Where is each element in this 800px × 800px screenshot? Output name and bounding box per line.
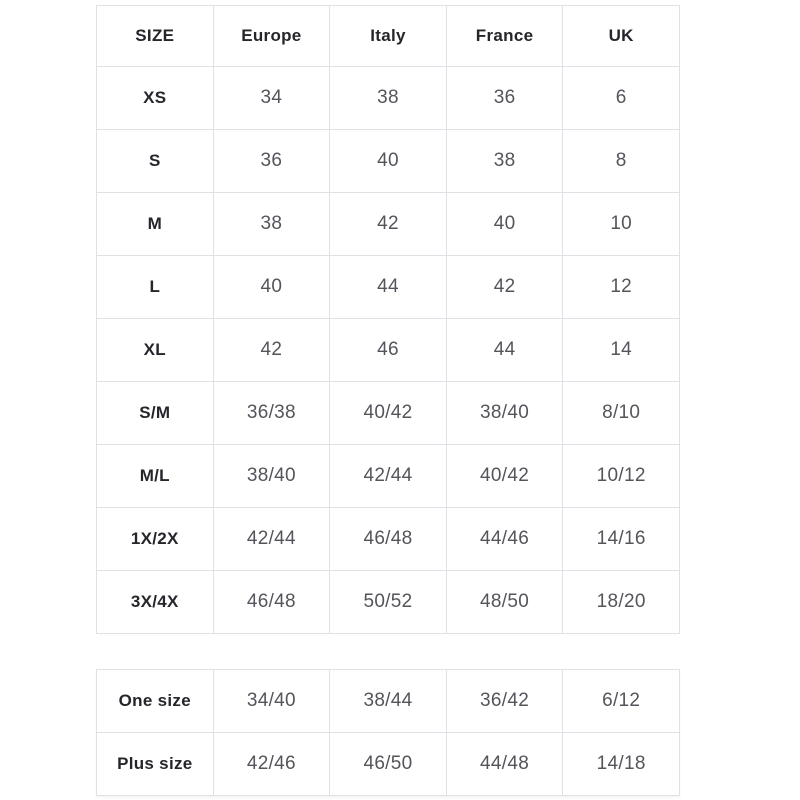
table-row: S 36 40 38 8 <box>96 129 680 193</box>
size-value-cell: 38/40 <box>212 444 331 508</box>
size-value-cell: 46/50 <box>329 732 447 796</box>
size-value-cell: 42 <box>329 192 447 256</box>
size-label-cell: M <box>96 192 214 256</box>
size-label-cell: 1X/2X <box>96 507 214 571</box>
size-value-cell: 46/48 <box>212 570 331 634</box>
column-header-size: SIZE <box>96 5 214 67</box>
size-label-cell: 3X/4X <box>96 570 214 634</box>
column-header-uk: UK <box>562 5 680 67</box>
size-value-cell: 38 <box>445 129 564 193</box>
table-row: M/L 38/40 42/44 40/42 10/12 <box>96 444 680 508</box>
size-value-cell: 36 <box>212 129 331 193</box>
size-chart-body: XS 34 38 36 6 S 36 40 38 8 M 38 42 40 10 L 40 44 42 12 XL 42 4… <box>96 66 680 634</box>
size-label-cell: S <box>96 129 214 193</box>
size-label-cell: XL <box>96 318 214 382</box>
size-chart-header: SIZE Europe Italy France UK <box>96 5 680 67</box>
size-label-cell: M/L <box>96 444 214 508</box>
size-value-cell: 36/38 <box>212 381 331 445</box>
size-value-cell: 42/44 <box>212 507 331 571</box>
table-row: Plus size 42/46 46/50 44/48 14/18 <box>96 732 680 796</box>
table-row: 3X/4X 46/48 50/52 48/50 18/20 <box>96 570 680 634</box>
table-row: M 38 42 40 10 <box>96 192 680 256</box>
size-value-cell: 10/12 <box>562 444 680 508</box>
size-value-cell: 44/46 <box>445 507 564 571</box>
size-value-cell: 40 <box>212 255 331 319</box>
size-value-cell: 42 <box>212 318 331 382</box>
column-header-france: France <box>445 5 564 67</box>
size-value-cell: 38 <box>329 66 447 130</box>
column-header-italy: Italy <box>329 5 447 67</box>
size-value-cell: 46/48 <box>329 507 447 571</box>
table-row: S/M 36/38 40/42 38/40 8/10 <box>96 381 680 445</box>
size-value-cell: 14/16 <box>562 507 680 571</box>
size-value-cell: 36/42 <box>445 669 564 733</box>
size-label-cell: XS <box>96 66 214 130</box>
size-value-cell: 14/18 <box>562 732 680 796</box>
size-label-cell: Plus size <box>96 732 214 796</box>
size-value-cell: 44/48 <box>445 732 564 796</box>
size-label-cell: S/M <box>96 381 214 445</box>
column-header-europe: Europe <box>212 5 331 67</box>
size-value-cell: 42 <box>445 255 564 319</box>
size-value-cell: 18/20 <box>562 570 680 634</box>
size-value-cell: 6/12 <box>562 669 680 733</box>
size-label-cell: One size <box>96 669 214 733</box>
table-row: L 40 44 42 12 <box>96 255 680 319</box>
size-value-cell: 14 <box>562 318 680 382</box>
size-value-cell: 42/44 <box>329 444 447 508</box>
size-value-cell: 12 <box>562 255 680 319</box>
size-value-cell: 34 <box>212 66 331 130</box>
size-value-cell: 40/42 <box>329 381 447 445</box>
special-sizes-table: One size 34/40 38/44 36/42 6/12 Plus size 42/4… <box>96 669 680 796</box>
table-row: One size 34/40 38/44 36/42 6/12 <box>96 669 680 733</box>
header-row: SIZE Europe Italy France UK <box>96 5 680 67</box>
table-row: 1X/2X 42/44 46/48 44/46 14/16 <box>96 507 680 571</box>
size-value-cell: 50/52 <box>329 570 447 634</box>
size-value-cell: 42/46 <box>212 732 331 796</box>
size-label-cell: L <box>96 255 214 319</box>
size-value-cell: 40/42 <box>445 444 564 508</box>
table-row: XS 34 38 36 6 <box>96 66 680 130</box>
size-value-cell: 48/50 <box>445 570 564 634</box>
size-value-cell: 10 <box>562 192 680 256</box>
size-value-cell: 34/40 <box>212 669 331 733</box>
size-value-cell: 8/10 <box>562 381 680 445</box>
size-value-cell: 38 <box>212 192 331 256</box>
size-value-cell: 6 <box>562 66 680 130</box>
size-value-cell: 44 <box>445 318 564 382</box>
special-sizes-body: One size 34/40 38/44 36/42 6/12 Plus size 42/4… <box>96 669 680 796</box>
size-value-cell: 46 <box>329 318 447 382</box>
size-value-cell: 38/44 <box>329 669 447 733</box>
size-value-cell: 40 <box>445 192 564 256</box>
size-chart-table: SIZE Europe Italy France UK XS 34 38 36 6 S 36… <box>96 5 680 634</box>
size-guide-page: SIZE Europe Italy France UK XS 34 38 36 6 S 36… <box>96 5 680 796</box>
size-value-cell: 40 <box>329 129 447 193</box>
size-value-cell: 36 <box>445 66 564 130</box>
size-value-cell: 38/40 <box>445 381 564 445</box>
table-row: XL 42 46 44 14 <box>96 318 680 382</box>
size-value-cell: 8 <box>562 129 680 193</box>
size-value-cell: 44 <box>329 255 447 319</box>
